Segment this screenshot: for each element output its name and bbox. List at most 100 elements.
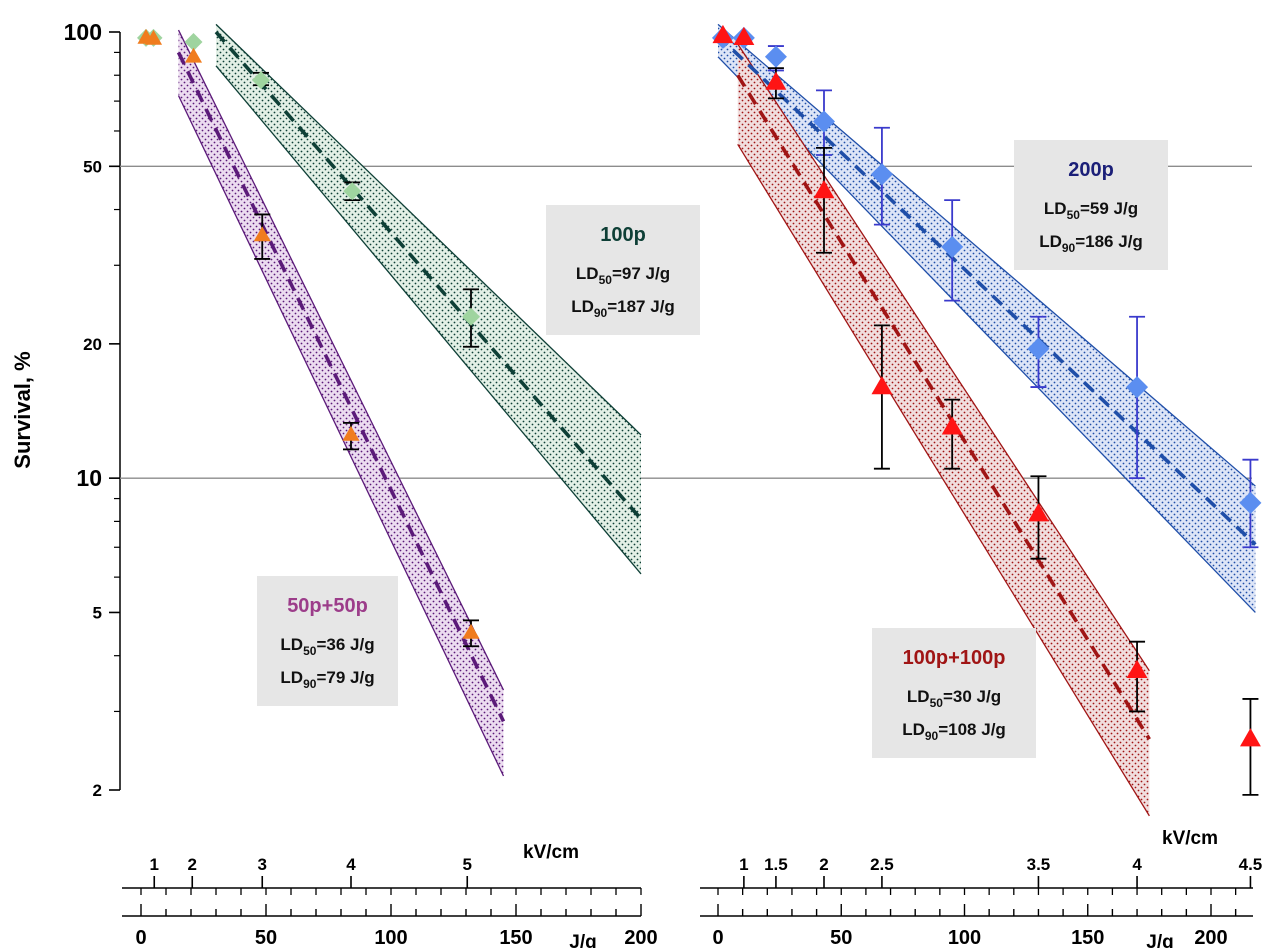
y-axis: Survival, % 100 50 20 10 5 2 xyxy=(10,19,121,800)
annotation-box-bg xyxy=(257,576,398,706)
confidence-band xyxy=(216,24,641,574)
diamond-point xyxy=(343,182,362,201)
jg-tick-label: 200 xyxy=(624,927,657,948)
jg-tick-label: 0 xyxy=(712,927,723,948)
x-axis-right: 0 50 100 150 200 J/g 1 1.5 2 2.5 3.5 4 4.5 kV/cm xyxy=(700,828,1262,948)
fit-line xyxy=(736,74,1151,741)
band-upper-edge xyxy=(737,43,1150,672)
annotation-box-bg xyxy=(872,628,1036,758)
ld50-label: LD50=30 J/g xyxy=(907,687,1001,710)
jg-unit-label: J/g xyxy=(569,932,596,948)
triangle-point xyxy=(1126,659,1148,678)
jg-tick-label: 100 xyxy=(374,927,407,948)
jg-tick-label: 100 xyxy=(948,927,981,948)
bands-layer xyxy=(177,23,1256,817)
jg-tick-label: 150 xyxy=(499,927,532,948)
diamond-point xyxy=(812,110,835,133)
triangle-point xyxy=(144,29,163,45)
series-label: 50p+50p xyxy=(287,595,368,617)
field-tick-label: 2 xyxy=(188,855,197,874)
triangle-point xyxy=(253,226,271,242)
diamond-point xyxy=(764,45,787,68)
y-tick-label: 20 xyxy=(83,335,102,354)
annotation-box: 100p LD50=97 J/g LD90=187 J/g xyxy=(546,205,700,335)
field-tick-label: 3.5 xyxy=(1027,855,1051,874)
field-tick-label: 4 xyxy=(346,855,356,874)
y-axis-label: Survival, % xyxy=(10,351,35,468)
ld50-label: LD50=36 J/g xyxy=(280,635,374,658)
field-unit-label: kV/cm xyxy=(1162,828,1218,849)
triangle-point xyxy=(871,376,893,395)
triangle-point xyxy=(733,26,755,46)
fit-line xyxy=(716,34,1257,546)
field-tick-label: 1.5 xyxy=(764,855,788,874)
jg-tick-label: 200 xyxy=(1194,927,1227,948)
series-label: 100p xyxy=(600,224,646,246)
ld50-label: LD50=59 J/g xyxy=(1044,199,1138,222)
triangle-point xyxy=(342,425,360,441)
annotation-box-bg xyxy=(1014,140,1168,270)
field-tick-label: 4.5 xyxy=(1239,855,1263,874)
band-lower-edge xyxy=(215,65,642,575)
y-tick-label: 2 xyxy=(93,781,102,800)
x-axes-layer: 0 50 100 150 200 J/g 1 2 3 4 5 kV/cm 0 50 100 150 200 J/g… xyxy=(122,828,1262,948)
annotation-boxes: 100p LD50=97 J/g LD90=187 J/g 50p+50p LD50=3… xyxy=(257,140,1168,758)
jg-unit-label: J/g xyxy=(1146,932,1173,948)
triangle-point xyxy=(765,71,787,90)
series-label: 200p xyxy=(1068,159,1114,181)
points-layer xyxy=(137,24,1262,796)
y-tick-label: 100 xyxy=(64,19,102,45)
field-tick-label: 1 xyxy=(739,855,748,874)
jg-tick-label: 50 xyxy=(830,927,852,948)
band-lower-edge xyxy=(177,95,505,777)
x-axis-left: 0 50 100 150 200 J/g 1 2 3 4 5 kV/cm xyxy=(122,842,658,948)
band-upper-edge xyxy=(717,23,1256,487)
diamond-point xyxy=(1126,376,1149,399)
ld50-label: LD50=97 J/g xyxy=(576,264,670,287)
y-tick-label: 50 xyxy=(83,157,102,176)
ld90-label: LD90=108 J/g xyxy=(902,720,1006,743)
triangle-point xyxy=(813,180,835,199)
error-bar xyxy=(873,324,890,470)
field-tick-label: 2.5 xyxy=(870,855,894,874)
band-upper-edge xyxy=(215,23,642,436)
triangle-point xyxy=(712,24,734,44)
diamond-point xyxy=(462,307,480,326)
confidence-band xyxy=(718,24,1256,613)
error-bar xyxy=(1242,698,1259,796)
diamond-point xyxy=(1239,491,1262,514)
confidence-band xyxy=(737,43,1150,816)
triangle-point xyxy=(462,623,480,639)
triangle-point xyxy=(184,47,203,63)
field-tick-label: 4 xyxy=(1132,855,1142,874)
band-upper-edge xyxy=(177,29,505,691)
field-tick-label: 2 xyxy=(819,855,828,874)
diamond-point xyxy=(252,71,270,90)
ld90-label: LD90=79 J/g xyxy=(280,668,374,691)
jg-tick-label: 50 xyxy=(255,927,277,948)
annotation-box: 200p LD50=59 J/g LD90=186 J/g xyxy=(1014,140,1168,270)
field-tick-label: 1 xyxy=(150,855,159,874)
fit-line xyxy=(214,30,643,521)
field-unit-label: kV/cm xyxy=(523,842,579,863)
y-tick-label: 10 xyxy=(76,465,102,491)
ld90-label: LD90=187 J/g xyxy=(571,297,675,320)
error-bar xyxy=(815,146,832,254)
y-tick-label: 5 xyxy=(93,603,102,622)
jg-tick-label: 0 xyxy=(135,927,146,948)
field-tick-label: 5 xyxy=(463,855,472,874)
diamond-point xyxy=(1027,337,1050,360)
triangle-point xyxy=(941,416,963,435)
jg-tick-label: 150 xyxy=(1071,927,1104,948)
annotation-box: 50p+50p LD50=36 J/g LD90=79 J/g xyxy=(257,576,398,706)
confidence-band xyxy=(178,30,504,776)
fit-line xyxy=(176,51,506,723)
series-label: 100p+100p xyxy=(903,647,1006,669)
field-tick-label: 3 xyxy=(258,855,267,874)
annotation-box-bg xyxy=(546,205,700,335)
triangle-point xyxy=(1028,503,1049,522)
ld90-label: LD90=186 J/g xyxy=(1039,232,1143,255)
annotation-box: 100p+100p LD50=30 J/g LD90=108 J/g xyxy=(872,628,1036,758)
diamond-point xyxy=(941,235,964,258)
